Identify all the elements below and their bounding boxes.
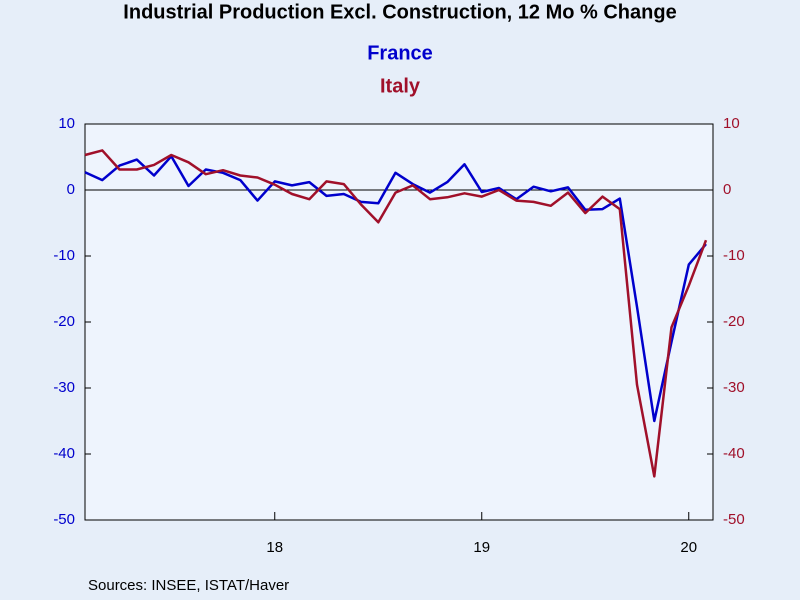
y-tick-label: -40 [53,445,75,462]
series-line [84,149,708,478]
y-tick-label: -20 [53,313,75,330]
y-tick-label: -30 [53,379,75,396]
y2-tick-label: 10 [723,115,740,132]
y-tick-label: 10 [58,115,75,132]
source-note: Sources: INSEE, ISTAT/Haver [88,577,289,594]
legend-label: Italy [380,75,421,97]
series-line [84,155,707,423]
y2-tick-label: 0 [723,181,731,198]
x-tick-label: 18 [266,539,283,556]
y2-tick-label: -30 [723,379,745,396]
plot-area [84,123,714,521]
y-tick-label: 0 [67,181,75,198]
legend-label: France [367,42,433,64]
y2-tick-label: -20 [723,313,745,330]
y2-tick-label: -40 [723,445,745,462]
x-tick-label: 19 [473,539,490,556]
y2-tick-label: -10 [723,247,745,264]
y-tick-label: -50 [53,511,75,528]
y-tick-label: -10 [53,247,75,264]
y2-tick-label: -50 [723,511,745,528]
chart-title: Industrial Production Excl. Construction… [123,1,676,23]
x-tick-label: 20 [680,539,697,556]
